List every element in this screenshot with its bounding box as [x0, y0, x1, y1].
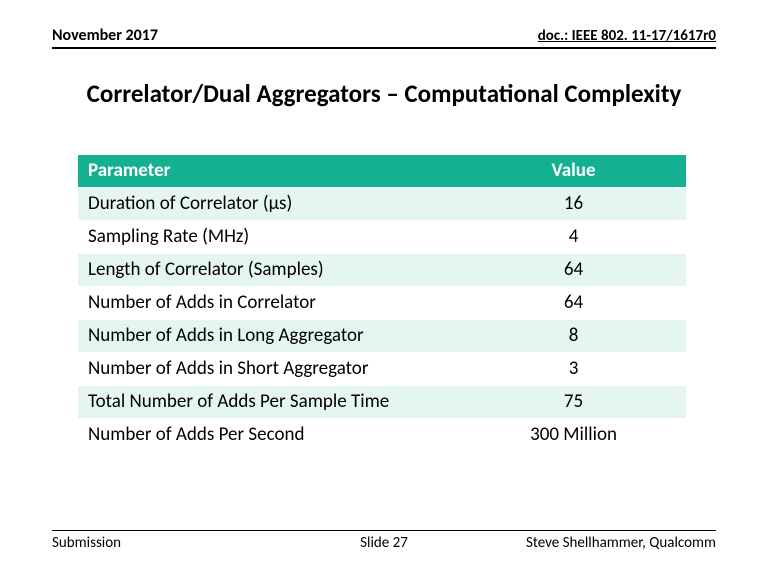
- header-date: November 2017: [52, 26, 158, 45]
- cell-value: 16: [461, 188, 686, 221]
- cell-param: Number of Adds in Short Aggregator: [78, 353, 461, 386]
- cell-value: 64: [461, 287, 686, 320]
- footer-slide-number: Slide 27: [360, 534, 408, 552]
- header-bar: November 2017 doc.: IEEE 802. 11-17/1617…: [52, 26, 716, 49]
- complexity-table: Parameter Value Duration of Correlator (…: [78, 155, 686, 452]
- cell-value: 8: [461, 320, 686, 353]
- cell-param: Sampling Rate (MHz): [78, 221, 461, 254]
- table-row: Duration of Correlator (μs) 16: [78, 188, 686, 221]
- table-row: Number of Adds in Long Aggregator 8: [78, 320, 686, 353]
- footer-left: Submission: [52, 534, 121, 552]
- cell-param: Number of Adds in Long Aggregator: [78, 320, 461, 353]
- cell-param: Length of Correlator (Samples): [78, 254, 461, 287]
- footer-bar: Submission Slide 27 Steve Shellhammer, Q…: [52, 530, 716, 552]
- table-row: Total Number of Adds Per Sample Time 75: [78, 386, 686, 419]
- page-title: Correlator/Dual Aggregators – Computatio…: [0, 78, 768, 109]
- cell-param: Duration of Correlator (μs): [78, 188, 461, 221]
- cell-value: 64: [461, 254, 686, 287]
- table-row: Length of Correlator (Samples) 64: [78, 254, 686, 287]
- table-header-row: Parameter Value: [78, 155, 686, 188]
- col-header-value: Value: [461, 155, 686, 188]
- cell-value: 300 Million: [461, 419, 686, 452]
- cell-param: Total Number of Adds Per Sample Time: [78, 386, 461, 419]
- table-row: Number of Adds in Correlator 64: [78, 287, 686, 320]
- cell-value: 75: [461, 386, 686, 419]
- cell-param: Number of Adds in Correlator: [78, 287, 461, 320]
- table-row: Sampling Rate (MHz) 4: [78, 221, 686, 254]
- header-doc-id: doc.: IEEE 802. 11-17/1617r0: [538, 27, 716, 45]
- table-row: Number of Adds in Short Aggregator 3: [78, 353, 686, 386]
- cell-param: Number of Adds Per Second: [78, 419, 461, 452]
- table-row: Number of Adds Per Second 300 Million: [78, 419, 686, 452]
- cell-value: 3: [461, 353, 686, 386]
- footer-author: Steve Shellhammer, Qualcomm: [526, 534, 716, 552]
- col-header-parameter: Parameter: [78, 155, 461, 188]
- cell-value: 4: [461, 221, 686, 254]
